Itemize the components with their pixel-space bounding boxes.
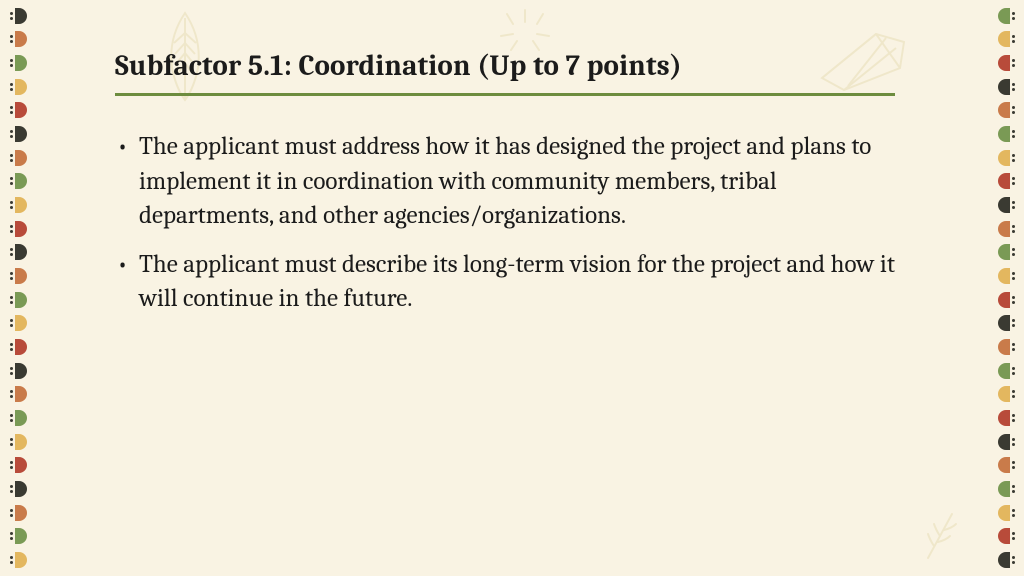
bullet-item: The applicant must describe its long-ter… [115, 248, 895, 317]
slide-title: Subfactor 5.1: Coordination (Up to 7 poi… [115, 50, 895, 96]
sparkle-doodle [495, 6, 555, 56]
decorative-border-left [0, 0, 36, 576]
bullet-item: The applicant must address how it has de… [115, 130, 895, 234]
sprig-doodle [918, 506, 964, 562]
decorative-border-right [988, 0, 1024, 576]
bullet-list: The applicant must address how it has de… [115, 130, 895, 317]
slide-content: Subfactor 5.1: Coordination (Up to 7 poi… [115, 50, 895, 331]
